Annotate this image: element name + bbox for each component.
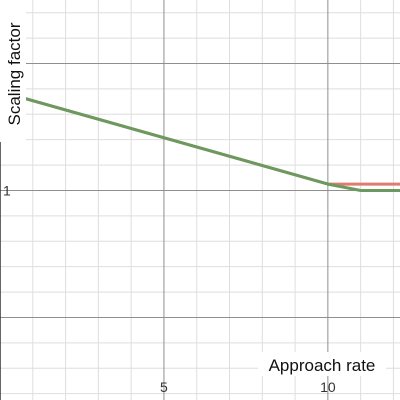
series-layer [0,89,400,192]
series-line [0,89,400,192]
y-axis-label: Scaling factor [5,22,24,125]
x-tick-label: 10 [320,379,336,395]
xlabel-backdrop [258,352,386,376]
x-axis-label: Approach rate [269,356,376,375]
ylabel-backdrop [0,0,26,142]
y-tick-label: 1 [3,182,11,198]
x-tick-label: 5 [160,379,168,395]
